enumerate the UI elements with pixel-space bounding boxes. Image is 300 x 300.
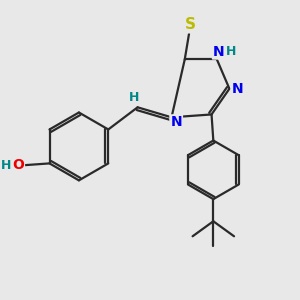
Text: O: O bbox=[12, 158, 24, 172]
Text: H: H bbox=[226, 45, 236, 58]
Text: H: H bbox=[129, 91, 139, 104]
Text: N: N bbox=[170, 115, 182, 129]
Text: N: N bbox=[231, 82, 243, 96]
Text: N: N bbox=[213, 45, 224, 58]
Text: S: S bbox=[185, 17, 196, 32]
Text: H: H bbox=[1, 159, 11, 172]
